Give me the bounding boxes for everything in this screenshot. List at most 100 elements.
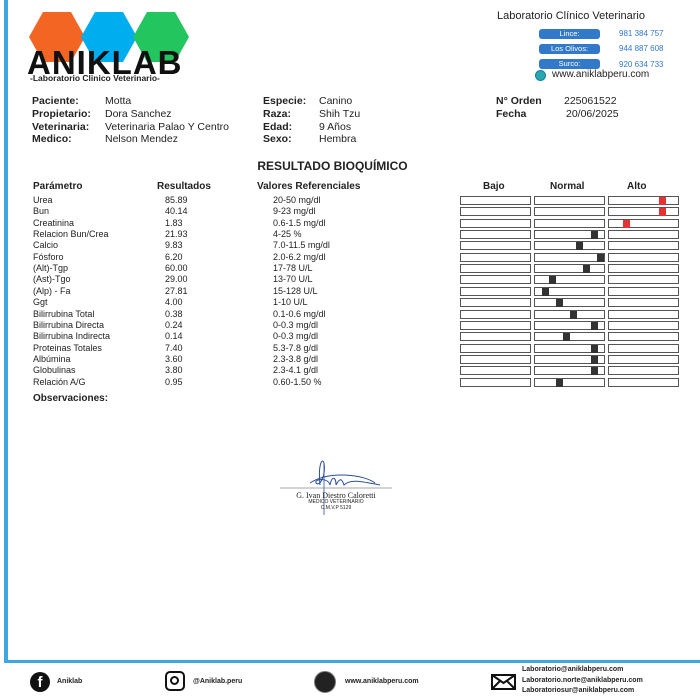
reference-range: 15-128 U/L [273, 285, 318, 296]
level-marker [590, 231, 598, 240]
instagram-link[interactable]: @Aniklab.peru [193, 678, 243, 685]
range-box-bajo [460, 286, 531, 296]
reference-range: 9-23 mg/dl [273, 206, 316, 217]
table-row: Ggt 4.00 1-10 U/L [0, 297, 700, 308]
range-box-normal [534, 196, 605, 205]
branch-los-olivos-label: Los Olivos: [539, 44, 600, 54]
branch-los-olivos-phone: 944 887 608 [619, 44, 664, 53]
report-title: RESULTADO BIOQUÍMICO [257, 159, 408, 173]
parameter-name: Relacion Bun/Crea [33, 229, 109, 240]
table-row: Relación A/G 0.95 0.60-1.50 % [0, 377, 700, 388]
reference-range: 0.6-1.5 mg/dl [273, 217, 326, 228]
lab-title: Laboratorio Clínico Veterinario [497, 10, 645, 22]
reference-range: 13-70 U/L [273, 274, 313, 285]
sexo-label: Sexo: [263, 133, 292, 145]
reference-range: 5.3-7.8 g/dl [273, 342, 319, 353]
level-marker [563, 333, 571, 342]
raza-value: Shih Tzu [319, 108, 361, 120]
range-box-normal [534, 309, 605, 319]
parameter-name: Fósforo [33, 251, 64, 262]
website-link[interactable]: www.aniklabperu.com [552, 69, 650, 80]
email-2[interactable]: Laboratorio.norte@aniklabperu.com [522, 677, 643, 684]
result-value: 40.14 [165, 206, 188, 217]
footer-divider [4, 660, 700, 663]
orden-value: 225061522 [564, 95, 617, 107]
range-box-normal [534, 377, 605, 387]
observaciones-label: Observaciones: [33, 393, 109, 404]
globe-icon [535, 70, 546, 81]
signature-title: MEDICO VETERINARIO [308, 499, 364, 505]
level-marker [548, 276, 556, 285]
range-box-normal [534, 343, 605, 353]
table-row: Urea 85.89 20-50 mg/dl [0, 195, 700, 206]
reference-range: 1-10 U/L [273, 297, 308, 308]
parameter-name: (Alp) - Fa [33, 285, 71, 296]
header-referencias: Valores Referenciales [257, 181, 361, 192]
footer-website-link[interactable]: www.aniklabperu.com [345, 678, 419, 685]
table-row: Creatinina 1.83 0.6-1.5 mg/dl [0, 218, 700, 229]
table-row: (Ast)-Tgo 29.00 13-70 U/L [0, 274, 700, 285]
range-box-alto [608, 252, 679, 262]
fecha-label: Fecha [496, 108, 527, 120]
result-value: 0.14 [165, 331, 183, 342]
level-marker [556, 378, 564, 387]
header-alto: Alto [627, 181, 647, 192]
reference-range: 17-78 U/L [273, 263, 313, 274]
facebook-icon[interactable]: f [30, 672, 50, 692]
propietario-value: Dora Sanchez [105, 108, 172, 120]
range-box-alto [608, 286, 679, 296]
range-box-alto [608, 309, 679, 319]
result-value: 1.83 [165, 217, 183, 228]
email-3[interactable]: Laboratoriosur@aniklabperu.com [522, 687, 635, 694]
range-box-bajo [460, 207, 531, 217]
result-value: 3.60 [165, 353, 183, 364]
range-box-normal [534, 241, 605, 251]
level-marker [583, 265, 591, 274]
parameter-name: Globulinas [33, 365, 76, 376]
level-marker [590, 355, 598, 364]
range-box-bajo [460, 332, 531, 342]
parameter-name: Ggt [33, 297, 48, 308]
level-marker [570, 310, 578, 319]
header-resultados: Resultados [157, 181, 211, 192]
logo-hex-blue [81, 12, 137, 62]
range-box-bajo [460, 366, 531, 376]
result-value: 3.80 [165, 365, 183, 376]
email-1[interactable]: Laboratorio@aniklabperu.com [522, 666, 624, 673]
result-value: 29.00 [165, 274, 188, 285]
table-row: (Alp) - Fa 27.81 15-128 U/L [0, 286, 700, 297]
result-value: 6.20 [165, 251, 183, 262]
reference-range: 0.1-0.6 mg/dl [273, 308, 326, 319]
range-box-normal [534, 298, 605, 308]
especie-value: Canino [319, 95, 353, 107]
level-marker [659, 197, 667, 205]
edad-label: Edad: [263, 121, 293, 133]
table-row: Albúmina 3.60 2.3-3.8 g/dl [0, 354, 700, 365]
instagram-icon[interactable] [165, 671, 185, 691]
range-box-normal [534, 286, 605, 296]
branch-surco-phone: 920 634 733 [619, 60, 664, 69]
table-row: Calcio 9.83 7.0-11.5 mg/dl [0, 240, 700, 251]
result-value: 85.89 [165, 195, 188, 205]
paciente-value: Motta [105, 95, 132, 107]
parameter-name: (Alt)-Tgp [33, 263, 69, 274]
reference-range: 0.60-1.50 % [273, 376, 322, 387]
table-row: Fósforo 6.20 2.0-6.2 mg/dl [0, 252, 700, 263]
range-box-normal [534, 230, 605, 240]
logo-text: ANIKLAB [27, 44, 183, 81]
range-box-bajo [460, 354, 531, 364]
range-box-alto [608, 230, 679, 240]
facebook-link[interactable]: Aniklab [57, 678, 83, 685]
level-marker [556, 299, 564, 308]
orden-label: N° Orden [496, 95, 542, 107]
level-marker [576, 242, 584, 251]
range-box-normal [534, 218, 605, 228]
parameter-name: Bilirrubina Total [33, 308, 95, 319]
web-globe-icon [314, 671, 336, 693]
branch-lince-label: Lince: [539, 29, 600, 39]
paciente-label: Paciente: [32, 95, 79, 107]
parameter-name: Albúmina [33, 353, 71, 364]
range-box-alto [608, 332, 679, 342]
fecha-value: 20/06/2025 [566, 108, 619, 120]
reference-range: 0-0.3 mg/dl [273, 319, 319, 330]
